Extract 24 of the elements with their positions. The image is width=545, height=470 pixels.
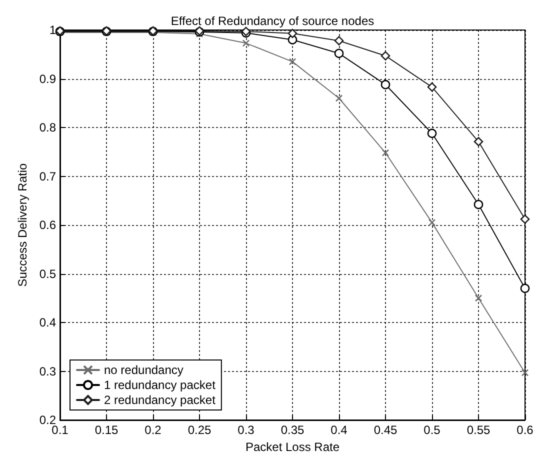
legend-label: 2 redundancy packet bbox=[104, 393, 216, 407]
chart-title: Effect of Redundancy of source nodes bbox=[170, 14, 374, 28]
x-tick-label: 0.3 bbox=[238, 423, 255, 437]
y-axis-title: Success Delivery Ratio bbox=[15, 162, 30, 287]
y-tick-label: 0.6 bbox=[39, 218, 56, 232]
y-tick-label: 0.7 bbox=[39, 169, 56, 184]
legend-label: 1 redundancy packet bbox=[104, 378, 216, 392]
x-tick-label: 0.2 bbox=[144, 423, 162, 437]
y-tick-label: 0.5 bbox=[39, 266, 56, 281]
y-tick-label: 0.3 bbox=[39, 364, 56, 378]
x-tick-label: 0.4 bbox=[330, 423, 348, 437]
x-tick-label: 0.55 bbox=[466, 423, 490, 437]
x-axis-title: Packet Loss Rate bbox=[245, 440, 340, 454]
y-tick-label: 0.9 bbox=[39, 72, 56, 86]
x-tick-label: 0.6 bbox=[516, 423, 534, 437]
x-tick-label: 0.35 bbox=[280, 423, 304, 437]
y-tick-label: 0.8 bbox=[39, 120, 56, 134]
y-tick-label: 0.4 bbox=[39, 316, 56, 330]
x-tick-label: 0.25 bbox=[188, 423, 212, 437]
y-tick-label: 1 bbox=[49, 23, 56, 37]
x-tick-label: 0.5 bbox=[424, 423, 441, 437]
legend-label: no redundancy bbox=[104, 363, 184, 377]
x-tick-label: 0.45 bbox=[374, 423, 398, 437]
x-tick-label: 0.15 bbox=[94, 423, 118, 437]
